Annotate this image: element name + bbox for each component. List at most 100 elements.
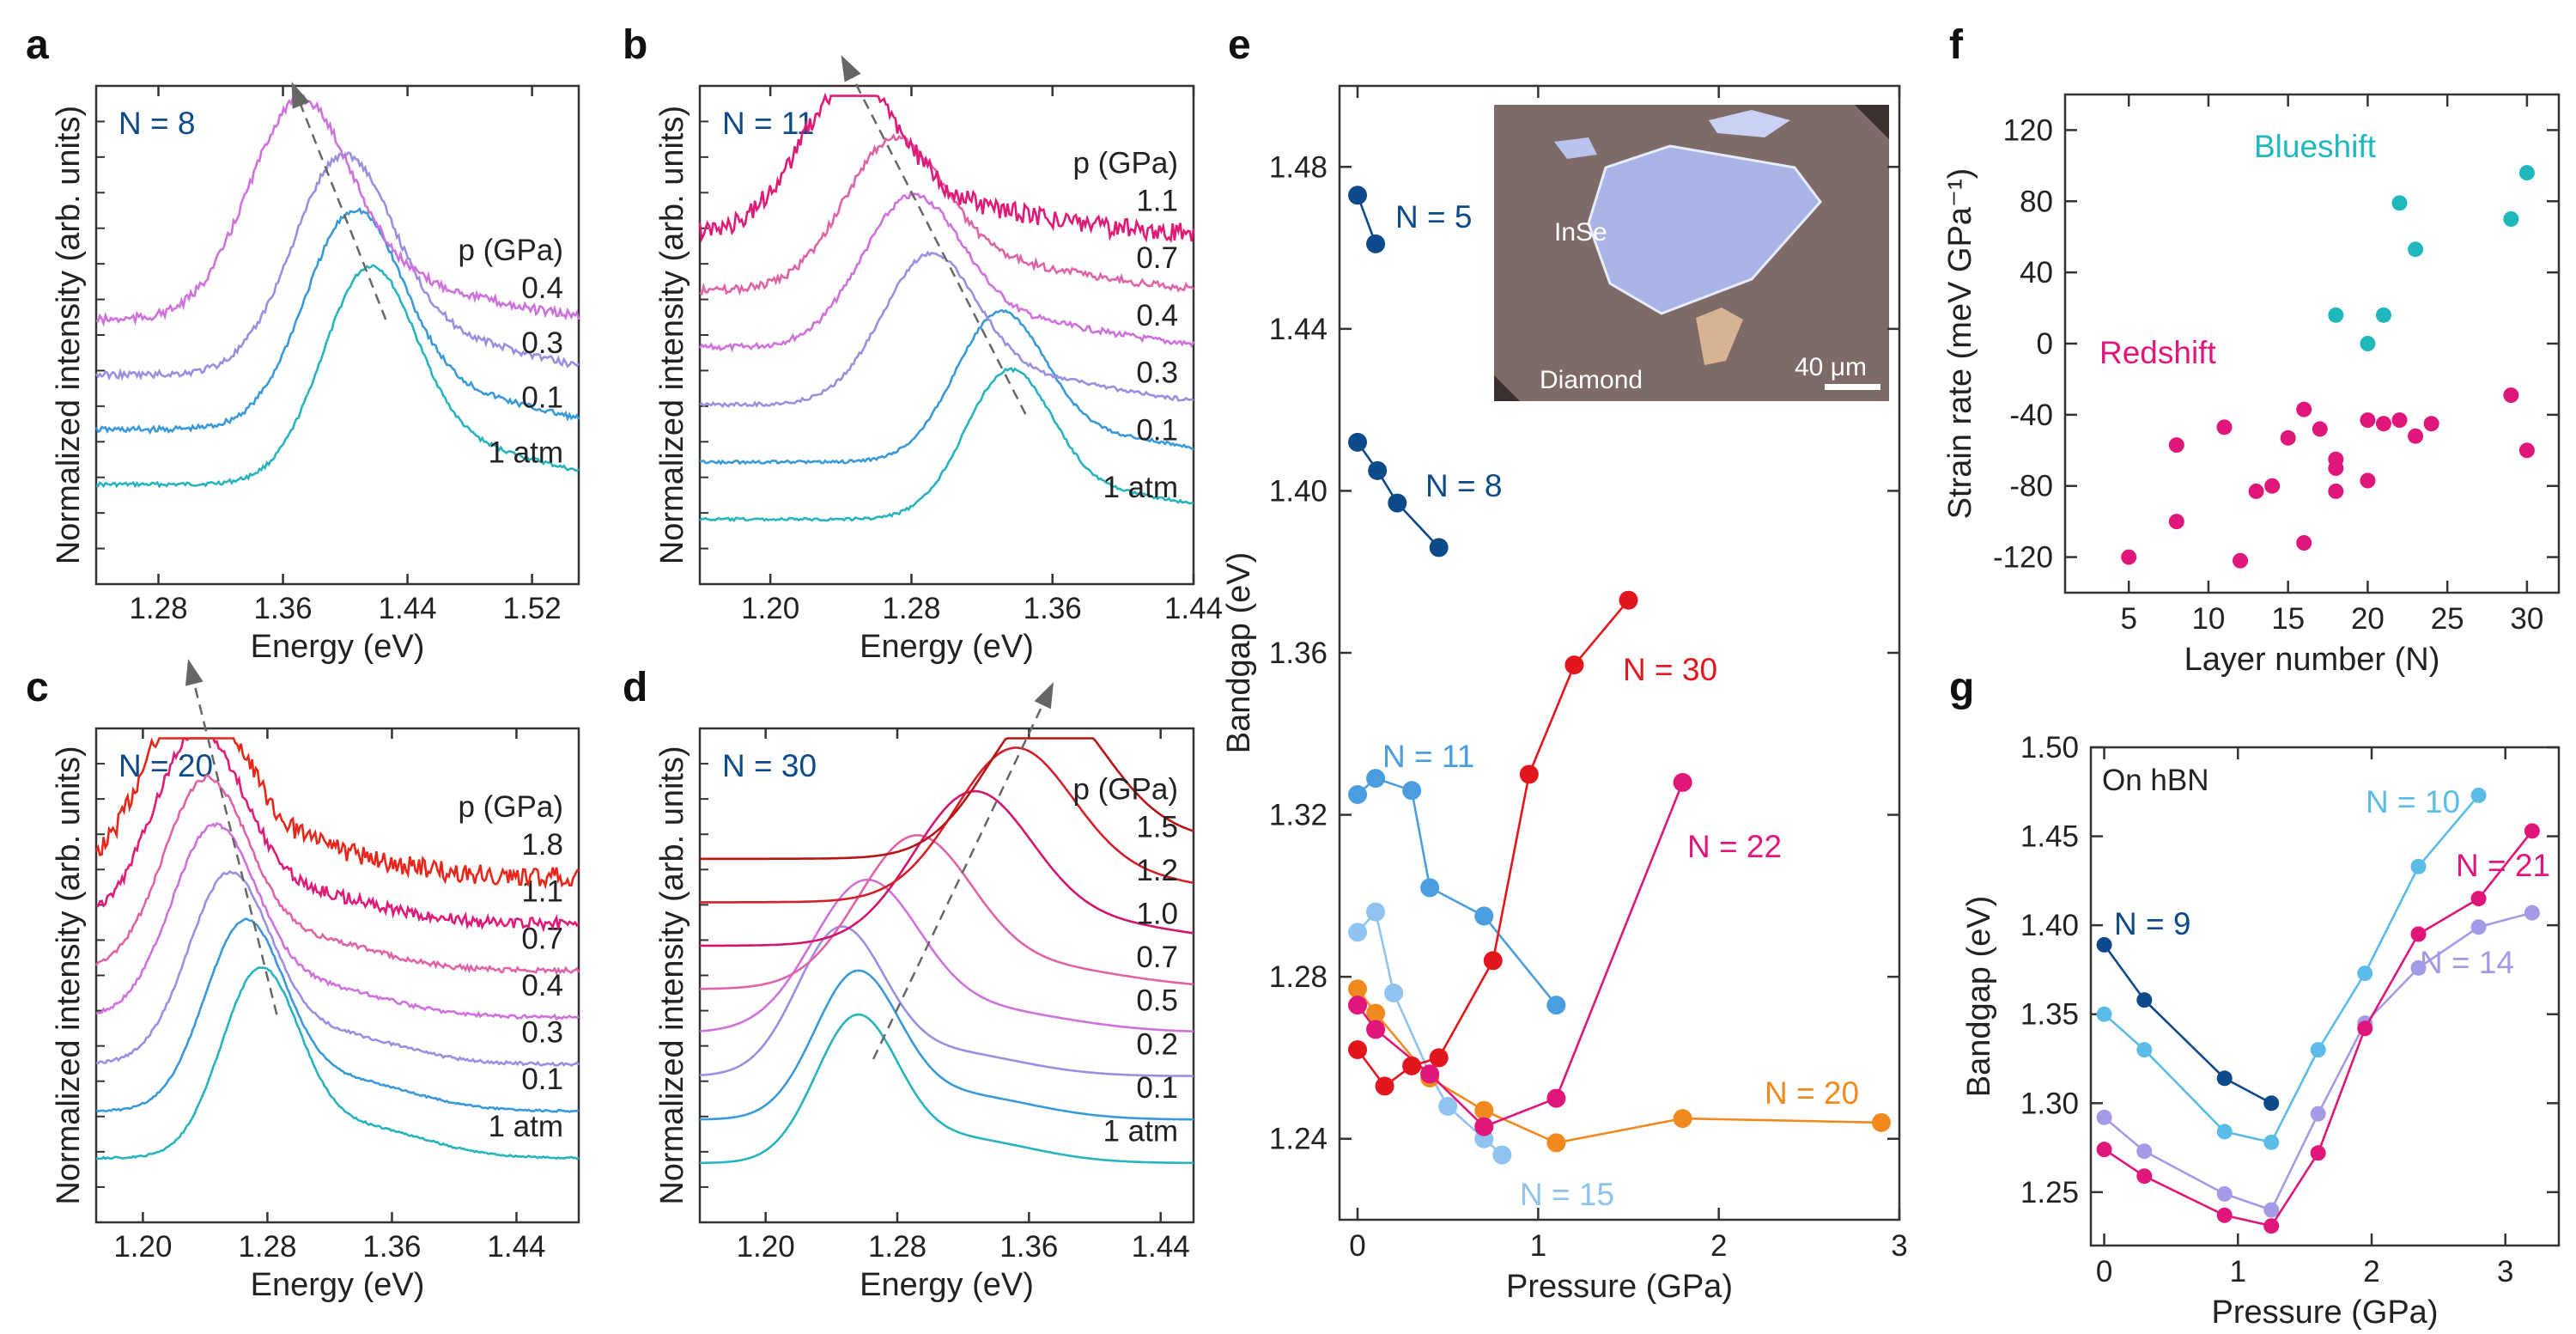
x-tick-label: 1.28 [868,1230,927,1264]
series-n-10 [2096,787,2487,1150]
y-tick-label: 1.35 [2020,998,2079,1032]
series-n-30 [1348,590,1638,1096]
data-point [1429,538,1449,557]
inset-small-flake [1709,110,1790,137]
x-tick-label: 0 [1349,1229,1365,1263]
data-point [2375,307,2391,323]
spectrum-curve-1-atm [699,367,1194,523]
data-point [2524,823,2540,839]
x-tick-label: 1.28 [882,592,940,625]
x-tick-label: 1.44 [379,592,437,625]
x-tick-label: 1 [1530,1229,1546,1263]
series-line-n-30 [1356,599,1630,1088]
series-label-n-20: N = 20 [1765,1075,1859,1111]
data-point [2470,787,2487,803]
x-tick-label: 15 [2271,602,2305,636]
panel-letter-b: b [623,22,647,68]
x-axis-label: Energy (eV) [251,1267,425,1303]
data-point [1348,432,1368,452]
y-tick-label: 80 [2020,185,2053,218]
data-point [2216,1070,2233,1087]
series-line-n-10 [2103,795,2480,1144]
y-tick-label: -120 [1993,541,2053,575]
x-tick-label: 1.36 [253,592,312,625]
data-point [1348,979,1368,999]
data-point [2410,926,2427,942]
x-axis-label: Energy (eV) [860,629,1034,665]
data-point [2263,1202,2280,1218]
y-axis-label: Bandgap (eV) [1221,552,1257,754]
x-tick-label: 1.36 [1024,592,1082,625]
series-n-11 [1348,769,1566,1015]
inset-diamond-edge [1855,105,1889,139]
data-point [2096,1142,2112,1158]
x-tick-label: 1.44 [1132,1230,1190,1264]
data-point [2216,1207,2233,1223]
x-axis-label: Layer number (N) [2184,642,2440,678]
x-tick-label: 2 [1710,1229,1727,1263]
y-axis-label: Strain rate (meV GPa⁻¹) [1942,168,1978,520]
series-label-n-11: N = 11 [1382,739,1474,774]
data-point [2410,858,2427,874]
data-point [2503,387,2519,404]
x-tick-label: 1.36 [999,1230,1058,1264]
pressure-label-0-4: 0.4 [1136,299,1178,332]
pressure-label-0-3: 0.3 [521,326,563,360]
data-point [1366,1003,1386,1023]
y-axis-label: Normalized intensity (arb. units) [51,106,87,564]
y-axis-label: Bandgap (eV) [1961,896,1997,1098]
data-point [2296,401,2312,417]
x-tick-label: 1.44 [487,1230,545,1264]
spectrum-curve-1-atm [95,966,580,1160]
x-tick-label: 1.28 [238,1230,296,1264]
panel-letter-e: e [1228,22,1251,68]
data-point [1348,923,1368,942]
inset-inse-flake [1587,144,1822,315]
trend-dashed-arrow [872,698,1047,1060]
series-line-n-9 [2103,944,2272,1105]
data-point [2168,437,2184,454]
panel-f-strain-rate: 5 10 15 20 25 30 -120 -80 -40 0 40 80 120 Layer numbe… [1942,93,2561,678]
pressure-label-0-2: 0.2 [1136,1027,1178,1061]
data-point [2470,919,2487,935]
pressure-label-0-7: 0.7 [1136,241,1178,275]
layer-count-label: N = 8 [118,106,195,141]
pressure-label-0-1: 0.1 [1136,413,1178,447]
spectrum-curve-0-3 [699,250,1194,409]
y-tick-label: 1.28 [1269,960,1327,994]
data-point [2360,412,2376,429]
data-point [2216,1124,2233,1140]
series-line-n-22 [1356,782,1684,1129]
data-point [2264,478,2281,494]
x-tick-label: 1.44 [1164,592,1223,625]
data-point [1384,984,1404,1002]
trend-dashed-arrow [297,99,387,320]
data-point [1546,1088,1566,1108]
data-point [2168,514,2184,530]
y-tick-label: 40 [2020,256,2053,289]
spectrum-curve-1-1 [698,92,1195,244]
x-tick-label: 3 [1891,1229,1907,1263]
inset-scale-label: 40 μm [1795,353,1867,381]
data-point [2310,1042,2326,1058]
data-point [2375,416,2391,432]
spectrum-curve-1-8 [94,737,580,890]
x-tick-label: 1.20 [741,592,799,625]
series-line-n-11 [1357,777,1558,1006]
trend-arrow-head [185,659,204,686]
inset-scale-bar [1825,384,1880,390]
data-point [1348,186,1368,205]
x-tick-label: 5 [2120,602,2136,636]
series-n-22 [1348,772,1692,1136]
layer-count-label: N = 20 [118,748,213,783]
x-tick-label: 1.20 [737,1230,795,1264]
y-tick-label: 1.48 [1269,150,1327,184]
panel-g-bandgap-on-hbn: 0 1 2 3 1.25 1.30 1.35 1.40 1.45 1.50 Pressure (GP… [1961,731,2561,1331]
y-tick-label: -80 [2009,470,2053,503]
data-point [2524,905,2540,921]
data-point [2280,429,2296,446]
data-point [1402,781,1422,801]
data-point [2470,891,2487,907]
data-point [1348,1040,1368,1059]
